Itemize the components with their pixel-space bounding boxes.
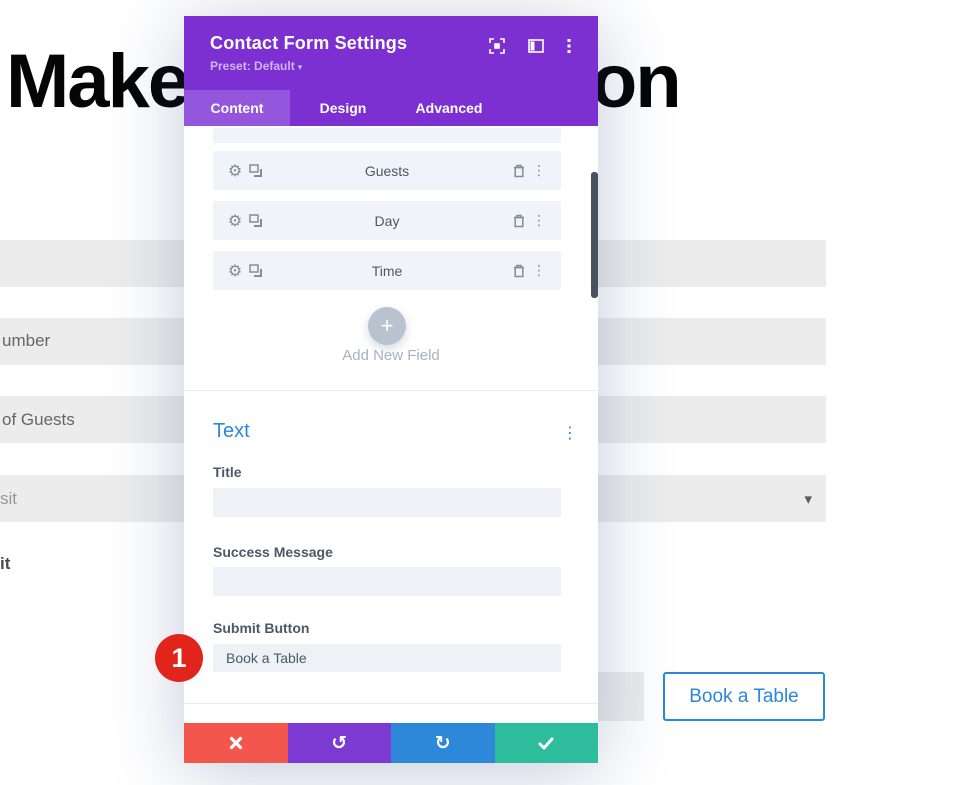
modal-header: Contact Form Settings Preset: Default ▾: [184, 16, 598, 90]
modal-menu-icon[interactable]: [567, 38, 571, 54]
title-label: Title: [213, 464, 242, 480]
success-message-label: Success Message: [213, 544, 333, 560]
submit-button-input[interactable]: [213, 644, 561, 672]
success-message-input[interactable]: [213, 567, 561, 596]
modal-tab-bar: Content Design Advanced: [184, 90, 598, 126]
delete-field-icon[interactable]: [509, 264, 529, 278]
annotation-step-badge: 1: [155, 634, 203, 682]
tab-advanced[interactable]: Advanced: [415, 100, 483, 116]
content-bottom-divider: [184, 703, 598, 704]
field-label: Guests: [364, 162, 410, 179]
duplicate-field-icon[interactable]: [245, 264, 265, 277]
field-row-time: ⚙ Time ⋮: [213, 251, 561, 290]
redo-button[interactable]: ↻: [391, 723, 495, 763]
field-menu-icon[interactable]: ⋮: [532, 262, 546, 279]
panel-view-icon[interactable]: [528, 39, 544, 53]
duplicate-field-icon[interactable]: [245, 164, 265, 177]
confirm-button[interactable]: [494, 723, 598, 763]
field-settings-icon[interactable]: ⚙: [227, 210, 243, 230]
field-settings-icon[interactable]: ⚙: [227, 260, 243, 280]
modal-action-bar: ↺ ↻: [184, 723, 598, 763]
field-label: Day: [374, 212, 400, 229]
tab-content[interactable]: Content: [184, 90, 290, 126]
page-text-fragment: it: [0, 554, 11, 573]
field-row-guests: ⚙ Guests ⋮: [213, 151, 561, 190]
section-divider: [184, 390, 598, 391]
undo-button[interactable]: ↺: [287, 723, 391, 763]
page-placeholder-guests: of Guests: [2, 410, 75, 429]
field-row-partial: [213, 128, 561, 143]
add-new-field-label[interactable]: Add New Field: [342, 347, 440, 364]
tab-design[interactable]: Design: [319, 100, 367, 116]
modal-title: Contact Form Settings: [210, 33, 408, 53]
page-placeholder-phone: umber: [2, 331, 51, 350]
modal-scrollbar[interactable]: [591, 172, 598, 298]
expand-modal-icon[interactable]: [489, 38, 505, 54]
modal-content: ⚙ Guests ⋮ ⚙: [184, 126, 598, 723]
page-book-a-table-button[interactable]: Book a Table: [663, 672, 825, 721]
duplicate-field-icon[interactable]: [245, 214, 265, 227]
preset-caret-icon: ▾: [297, 63, 303, 73]
field-menu-icon[interactable]: ⋮: [532, 162, 546, 179]
submit-button-label: Submit Button: [213, 620, 310, 636]
delete-field-icon[interactable]: [509, 214, 529, 228]
preset-selector[interactable]: Preset: Default ▾: [210, 59, 598, 73]
field-settings-icon[interactable]: ⚙: [227, 160, 243, 180]
preset-label: Preset: Default: [210, 59, 295, 73]
delete-field-icon[interactable]: [509, 164, 529, 178]
page-placeholder-visit: sit: [0, 489, 17, 508]
title-input[interactable]: [213, 488, 561, 517]
text-section-menu-icon[interactable]: ⋮: [562, 423, 578, 442]
dropdown-arrow-icon: ▾: [804, 490, 812, 508]
text-section-heading: Text: [213, 420, 250, 442]
field-row-day: ⚙ Day ⋮: [213, 201, 561, 240]
discard-button[interactable]: [184, 723, 288, 763]
field-menu-icon[interactable]: ⋮: [532, 212, 546, 229]
add-field-plus-button[interactable]: +: [368, 307, 406, 345]
field-label: Time: [371, 262, 403, 279]
contact-form-settings-modal: Contact Form Settings Preset: Default ▾: [184, 16, 598, 763]
